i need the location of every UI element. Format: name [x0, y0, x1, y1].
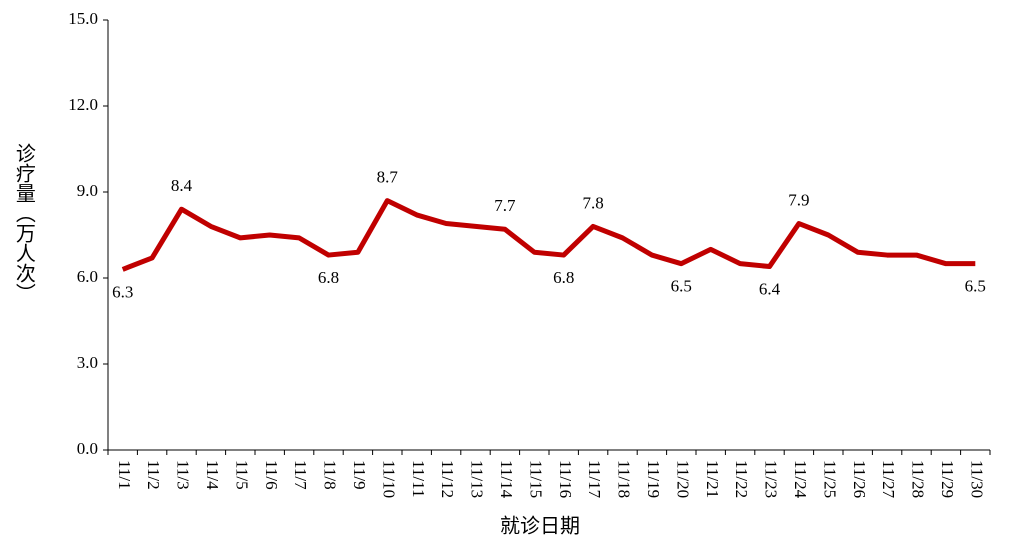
x-tick-label: 11/25 — [820, 460, 839, 498]
y-tick-label: 15.0 — [68, 9, 98, 28]
x-tick-label: 11/11 — [409, 460, 428, 497]
x-tick-label: 11/13 — [468, 460, 487, 498]
x-tick-label: 11/27 — [879, 460, 898, 499]
y-tick-label: 6.0 — [77, 267, 98, 286]
y-axis-title: 诊疗量（万人次） — [12, 143, 35, 303]
x-tick-label: 11/21 — [703, 460, 722, 498]
x-tick-label: 11/10 — [379, 460, 398, 498]
data-label: 6.3 — [112, 282, 133, 301]
x-axis-title: 就诊日期 — [500, 515, 580, 538]
x-tick-label: 11/1 — [115, 460, 134, 490]
data-label: 6.8 — [553, 268, 574, 287]
x-tick-label: 11/23 — [762, 460, 781, 498]
x-tick-label: 11/5 — [232, 460, 251, 490]
x-tick-label: 11/3 — [174, 460, 193, 490]
data-label: 7.9 — [788, 190, 809, 209]
x-tick-label: 11/15 — [526, 460, 545, 498]
data-label: 6.5 — [965, 277, 986, 296]
data-label: 7.7 — [494, 196, 516, 215]
x-tick-label: 11/30 — [967, 460, 986, 498]
y-tick-label: 12.0 — [68, 95, 98, 114]
x-tick-label: 11/22 — [732, 460, 751, 498]
x-tick-label: 11/26 — [850, 460, 869, 498]
x-tick-label: 11/24 — [791, 460, 810, 499]
line — [121, 198, 976, 272]
x-tick-label: 11/16 — [556, 460, 575, 498]
x-tick-label: 11/14 — [497, 460, 516, 499]
y-tick-label: 0.0 — [77, 439, 98, 458]
x-tick-label: 11/19 — [644, 460, 663, 498]
x-tick-label: 11/2 — [144, 460, 163, 490]
x-tick-label: 11/6 — [262, 460, 281, 490]
data-label: 8.7 — [377, 168, 399, 187]
y-tick-label: 9.0 — [77, 181, 98, 200]
data-label: 6.8 — [318, 268, 339, 287]
x-tick-label: 11/8 — [321, 460, 340, 490]
y-tick-label: 3.0 — [77, 353, 98, 372]
x-tick-label: 11/20 — [673, 460, 692, 498]
data-label: 6.4 — [759, 279, 781, 298]
x-tick-label: 11/29 — [938, 460, 957, 498]
x-tick-label: 11/18 — [615, 460, 634, 498]
x-tick-label: 11/4 — [203, 460, 222, 490]
data-label: 7.8 — [582, 193, 603, 212]
x-tick-label: 11/12 — [438, 460, 457, 498]
x-tick-label: 11/7 — [291, 460, 310, 490]
data-label: 8.4 — [171, 176, 193, 195]
x-tick-label: 11/9 — [350, 460, 369, 490]
x-tick-label: 11/17 — [585, 460, 604, 499]
data-label: 6.5 — [671, 277, 692, 296]
x-tick-label: 11/28 — [909, 460, 928, 498]
